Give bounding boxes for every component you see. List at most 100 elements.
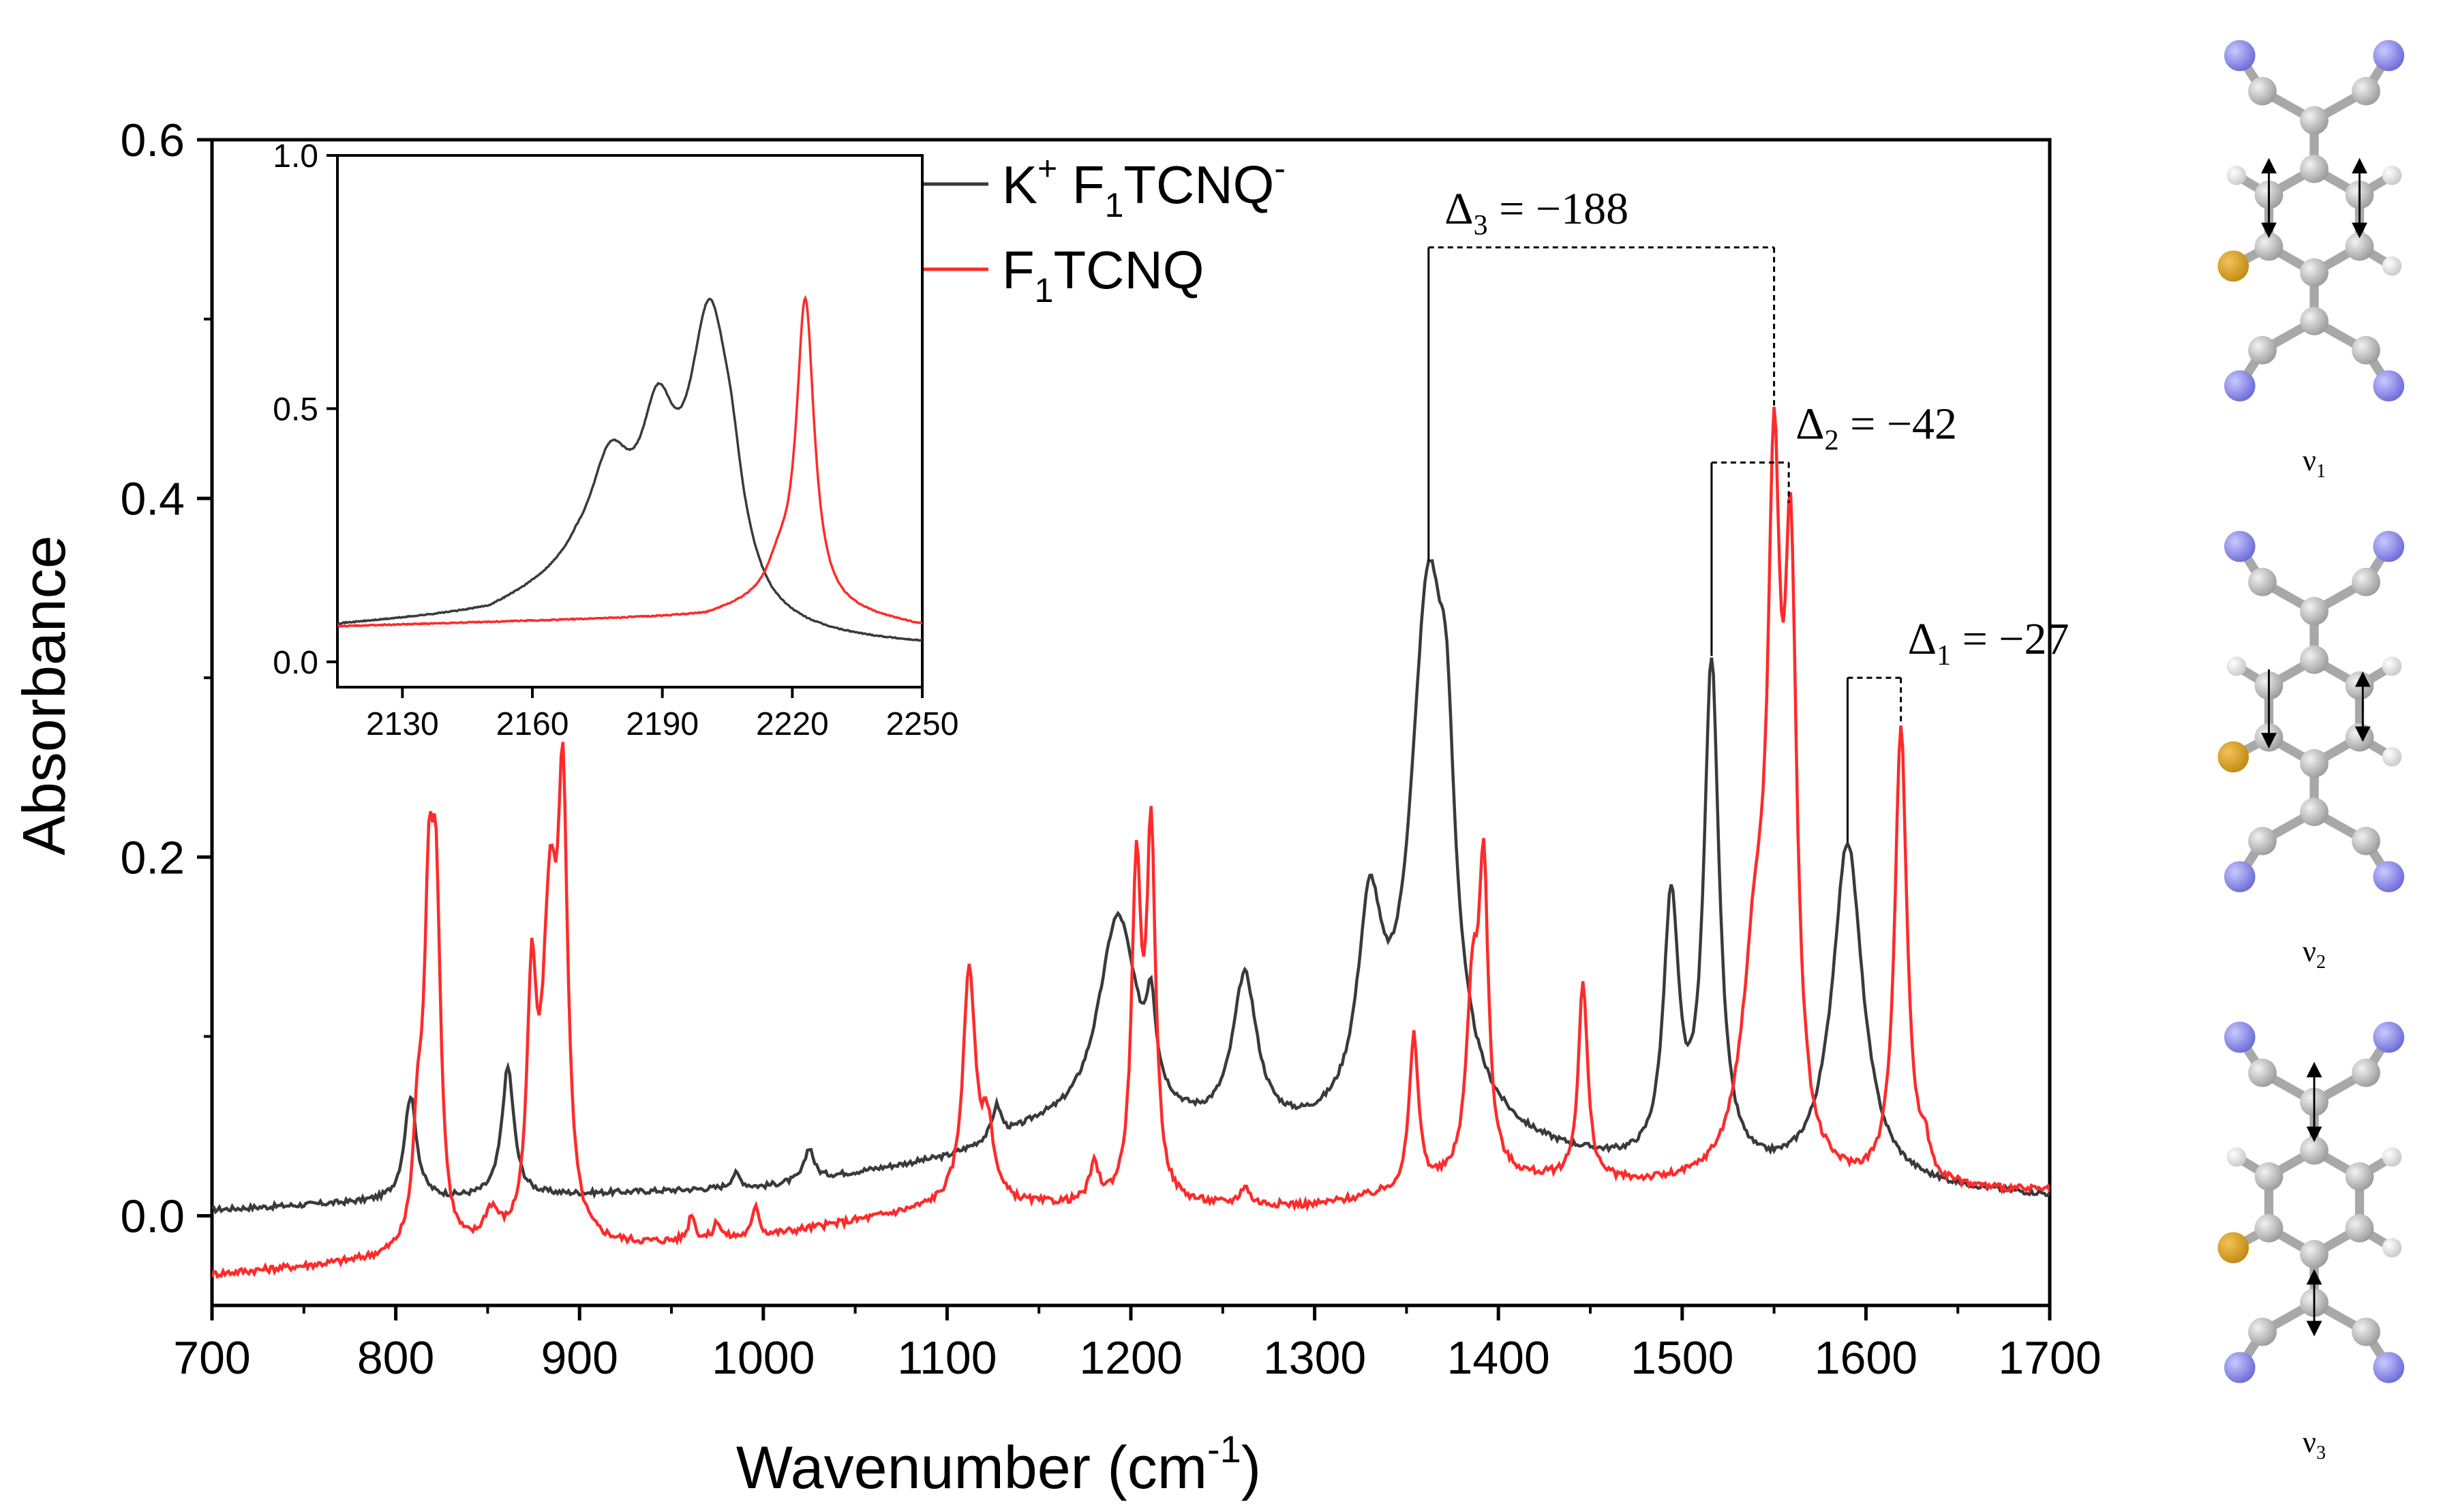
x-tick-label-1300: 1300 — [1263, 1332, 1366, 1384]
atom-c — [2345, 1162, 2374, 1191]
atom-f — [2217, 250, 2249, 282]
atom-c — [2248, 826, 2277, 856]
mode-label-3: ν3 — [2303, 1425, 2326, 1464]
annotation-delta-value: = −188 — [1488, 184, 1628, 234]
x-tick-label-1700: 1700 — [1998, 1332, 2101, 1384]
x-tick-label-1500: 1500 — [1631, 1332, 1733, 1384]
mode-label-2: ν2 — [2303, 935, 2326, 973]
atom-h — [2382, 747, 2402, 767]
mode-label-symbol: ν — [2303, 935, 2316, 968]
inset-axis-ticks: 2130 2160 2190 2220 2250 0.0 0.5 1.0 — [273, 138, 958, 742]
atom-n — [2224, 1021, 2256, 1053]
atom-c — [2352, 335, 2380, 365]
y-tick-label-2: 0.4 — [120, 473, 185, 525]
atom-c — [2352, 1058, 2380, 1087]
x-tick-label-1000: 1000 — [712, 1332, 815, 1384]
atom-n — [2224, 370, 2256, 402]
annotation-delta-2: Δ2 = −42 — [1795, 399, 1957, 457]
atom-c — [2248, 76, 2277, 106]
atom-c — [2300, 1239, 2329, 1269]
x-tick-label-800: 800 — [357, 1332, 434, 1384]
molecule-mode-2 — [2217, 530, 2405, 892]
annotation-delta-symbol: Δ — [1795, 399, 1824, 449]
y-tick-label-0: 0.0 — [120, 1190, 185, 1242]
atom-c — [2345, 723, 2374, 752]
atom-c — [2300, 798, 2329, 826]
x-tick-label-900: 900 — [541, 1332, 618, 1384]
x-tick-label-1600: 1600 — [1815, 1332, 1917, 1384]
atom-c — [2248, 335, 2277, 365]
atom-c — [2352, 1317, 2380, 1346]
atom-c — [2300, 106, 2329, 135]
atom-c — [2352, 76, 2380, 106]
atom-c — [2345, 671, 2374, 700]
series-line-f1tcnq — [212, 406, 2050, 1280]
atom-c — [2352, 826, 2380, 856]
atom-n — [2224, 1352, 2256, 1383]
annotation-delta-1: Δ1 = −27 — [1908, 614, 2069, 671]
inset-y-tick-label-0: 0.0 — [273, 645, 318, 681]
atom-n — [2373, 370, 2405, 402]
annotation-delta-subscript: 2 — [1825, 425, 1839, 457]
atom-c — [2254, 1213, 2284, 1243]
atom-c — [2300, 596, 2329, 626]
annotation-delta-subscript: 1 — [1937, 640, 1951, 671]
atom-h — [2226, 656, 2247, 676]
atom-c — [2345, 232, 2374, 261]
mode-label-subscript: 1 — [2316, 461, 2326, 482]
atom-n — [2224, 530, 2256, 562]
annotation-delta-symbol: Δ — [1908, 614, 1937, 664]
atom-c — [2300, 154, 2329, 183]
atom-n — [2373, 40, 2405, 72]
atom-c — [2300, 1136, 2329, 1165]
inset-series-line-k-f1tcnq — [337, 297, 922, 642]
atom-h — [2382, 1238, 2402, 1258]
atom-n — [2373, 861, 2405, 892]
atom-h — [2382, 166, 2402, 185]
atom-c — [2300, 307, 2329, 335]
x-tick-label-1400: 1400 — [1447, 1332, 1550, 1384]
atom-h — [2382, 656, 2402, 676]
atom-c — [2300, 749, 2329, 778]
atom-c — [2248, 1317, 2277, 1346]
atom-h — [2226, 1147, 2247, 1167]
atom-n — [2373, 1021, 2405, 1053]
x-axis-label: Wavenumber (cm-1) — [736, 1427, 1261, 1501]
x-tick-label-1100: 1100 — [897, 1332, 997, 1384]
inset-x-tick-label-2130: 2130 — [366, 706, 439, 742]
atom-f — [2217, 741, 2249, 773]
inset-series-line-f1tcnq — [337, 294, 922, 628]
inset-x-tick-label-2250: 2250 — [886, 706, 959, 742]
inset-x-tick-label-2190: 2190 — [626, 706, 699, 742]
inset-chart: 2130 2160 2190 2220 2250 0.0 0.5 1.0 — [273, 138, 958, 742]
main-axis-ticks: 700 800 900 1000 1100 1200 1300 1400 1500 1600 170… — [120, 115, 2101, 1384]
main-chart: 700 800 900 1000 1100 1200 1300 1400 1500 1600 170… — [10, 115, 2102, 1501]
atom-h — [2226, 166, 2247, 185]
atom-n — [2224, 40, 2256, 72]
mode-label-subscript: 2 — [2316, 952, 2326, 973]
mode-label-subscript: 3 — [2316, 1442, 2326, 1464]
atom-h — [2382, 256, 2402, 276]
atom-c — [2254, 232, 2284, 261]
y-tick-label-1: 0.2 — [120, 832, 185, 883]
atom-n — [2224, 861, 2256, 892]
annotation-delta-value: = −27 — [1951, 614, 2069, 664]
legend: K+ F1TCNQ- F1TCNQ — [862, 149, 1286, 309]
atom-n — [2373, 1352, 2405, 1383]
mode-label-1: ν1 — [2303, 444, 2326, 482]
atom-c — [2254, 1162, 2284, 1191]
atom-c — [2300, 645, 2329, 674]
x-tick-label-1200: 1200 — [1079, 1332, 1182, 1384]
inset-y-tick-label-2: 1.0 — [273, 138, 318, 175]
annotation-delta-value: = −42 — [1839, 399, 1957, 449]
molecule-mode-3 — [2217, 1021, 2405, 1383]
atom-n — [2373, 530, 2405, 562]
atom-h — [2382, 1147, 2402, 1167]
inset-plot-frame — [336, 154, 924, 689]
atom-c — [2248, 1058, 2277, 1087]
annotation-delta-symbol: Δ — [1444, 184, 1473, 234]
atom-c — [2352, 567, 2380, 596]
atom-c — [2300, 258, 2329, 287]
inset-x-tick-label-2160: 2160 — [496, 706, 569, 742]
